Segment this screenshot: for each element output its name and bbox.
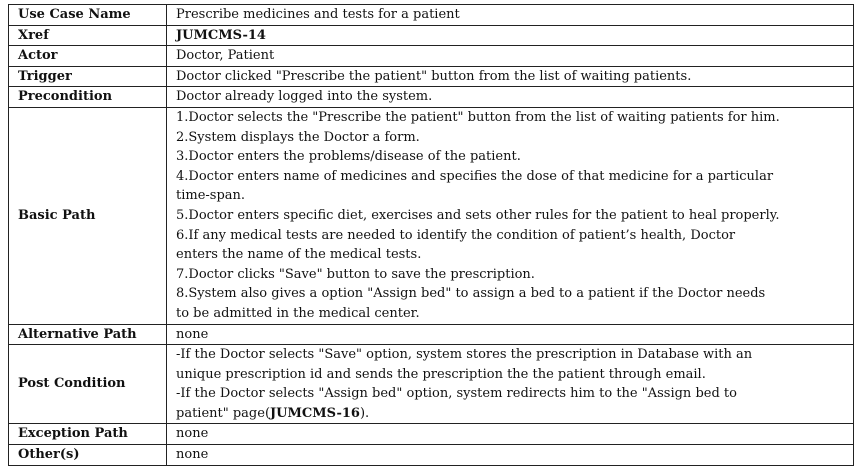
row-exception-path: Exception Path none [8,423,854,446]
basic-path-line: 6.If any medical tests are needed to ide… [176,227,736,243]
label-exception-path: Exception Path [8,423,167,446]
basic-path-line: 1.Doctor selects the "Prescribe the pati… [176,109,780,125]
value-exception-path: none [166,423,854,446]
value-precondition: Doctor already logged into the system. [166,86,854,108]
post-condition-line: -If the Doctor selects "Save" option, sy… [176,347,753,363]
row-trigger: Trigger Doctor clicked "Prescribe the pa… [8,65,854,88]
label-use-case-name: Use Case Name [8,4,167,26]
label-alternative-path: Alternative Path [8,323,167,346]
basic-path-line: 5.Doctor enters specific diet, exercises… [176,207,780,223]
row-use-case-name: Use Case Name Prescribe medicines and te… [8,4,854,26]
post-condition-line: -If the Doctor selects "Assign bed" opti… [176,386,737,402]
basic-path-line: 4.Doctor enters name of medicines and sp… [176,168,774,184]
value-others: none [166,444,854,466]
basic-path-line: 7.Doctor clicks "Save" button to save th… [176,266,535,282]
label-post-condition: Post Condition [8,344,167,425]
basic-path-line: 3.Doctor enters the problems/disease of … [176,149,521,165]
label-others: Other(s) [8,444,167,466]
basic-path-line: time-span. [176,188,246,204]
label-trigger: Trigger [8,65,167,88]
row-others: Other(s) none [8,444,854,466]
basic-path-line: 2.System displays the Doctor a form. [176,129,420,145]
label-basic-path: Basic Path [8,106,167,325]
basic-path-line: to be admitted in the medical center. [176,305,420,321]
value-actor: Doctor, Patient [166,45,854,67]
label-actor: Actor [8,45,167,67]
row-xref: Xref JUMCMS-14 [8,24,854,47]
value-trigger: Doctor clicked "Prescribe the patient" b… [166,65,854,88]
post-condition-xref: JUMCMS-16 [270,405,360,421]
value-post-condition: -If the Doctor selects "Save" option, sy… [166,344,854,425]
post-condition-last-suffix: ). [359,405,370,421]
row-precondition: Precondition Doctor already logged into … [8,86,854,108]
basic-path-line: 8.System also gives a option "Assign bed… [176,286,766,302]
basic-path-line: enters the name of the medical tests. [176,247,422,263]
row-post-condition: Post Condition -If the Doctor selects "S… [8,344,854,425]
label-xref: Xref [8,24,167,47]
row-actor: Actor Doctor, Patient [8,45,854,67]
value-xref: JUMCMS-14 [166,24,854,47]
post-condition-last-line: patient" page(JUMCMS-16). [176,404,847,424]
value-alternative-path: none [166,323,854,346]
value-use-case-name: Prescribe medicines and tests for a pati… [166,4,854,26]
label-precondition: Precondition [8,86,167,108]
post-condition-line: unique prescription id and sends the pre… [176,366,706,382]
post-condition-last-prefix: patient" page( [176,405,271,421]
value-basic-path: 1.Doctor selects the "Prescribe the pati… [166,106,854,325]
use-case-table: Use Case Name Prescribe medicines and te… [8,4,854,466]
row-alternative-path: Alternative Path none [8,323,854,346]
row-basic-path: Basic Path 1.Doctor selects the "Prescri… [8,106,854,325]
